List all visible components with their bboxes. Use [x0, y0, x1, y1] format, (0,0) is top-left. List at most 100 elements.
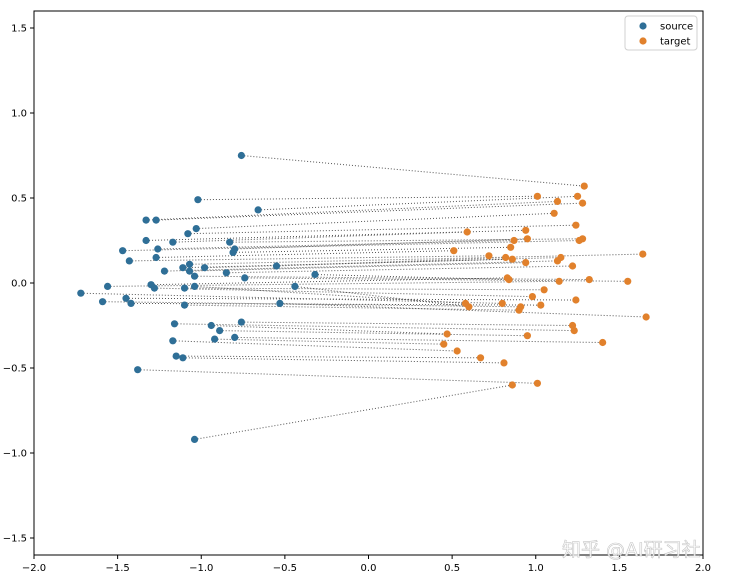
target-point [528, 293, 537, 301]
target-point [568, 262, 577, 270]
target-point [508, 255, 516, 263]
target-point [476, 354, 485, 362]
source-point [119, 247, 127, 255]
target-point [540, 286, 548, 294]
connector-line [233, 246, 511, 253]
connector-line [276, 257, 506, 267]
source-point [134, 366, 142, 374]
target-point [443, 330, 451, 338]
axes-frame [33, 10, 704, 556]
target-point [502, 253, 510, 262]
source-point [231, 333, 239, 341]
connector-line [244, 277, 628, 282]
x-tick-label: 0.0 [361, 563, 377, 574]
target-point [572, 221, 580, 229]
source-point [170, 320, 179, 328]
connector-line [131, 302, 541, 306]
source-point [179, 354, 187, 362]
y-tick-label: 1.0 [11, 109, 27, 120]
source-point [254, 206, 262, 214]
target-point [580, 182, 588, 190]
connector-line [164, 260, 558, 272]
target-point [533, 379, 542, 387]
connector-line [156, 202, 583, 221]
source-point [152, 216, 160, 224]
target-point [523, 235, 531, 243]
connector-line [197, 195, 538, 201]
source-point [77, 289, 85, 297]
target-point [503, 274, 511, 282]
target-point [555, 277, 563, 285]
x-tick-label: −1.5 [105, 563, 129, 574]
connector-line [102, 301, 521, 308]
connector-line [172, 231, 468, 243]
source-point [194, 196, 202, 204]
x-tick-label: 1.0 [528, 563, 544, 574]
source-point [127, 299, 135, 307]
source-point [241, 274, 249, 282]
target-point [485, 252, 493, 260]
target-point [453, 347, 461, 355]
connector-line [279, 302, 647, 318]
connector-line [122, 240, 580, 252]
x-tick-label: 0.5 [444, 563, 460, 574]
source-point [142, 236, 150, 245]
target-point [639, 250, 647, 258]
x-tick-label: −2.0 [22, 563, 46, 574]
connector-line [157, 240, 515, 250]
target-point [553, 257, 562, 265]
source-point [125, 257, 133, 265]
target-point [508, 381, 516, 389]
source-point [179, 264, 187, 272]
connector-line [146, 200, 558, 221]
connector-line [146, 229, 526, 241]
connector-line [189, 262, 526, 272]
source-point [190, 435, 199, 443]
target-point [624, 277, 632, 285]
source-point [185, 267, 194, 275]
source-point [142, 216, 150, 224]
connector-line [194, 384, 513, 440]
source-point [185, 260, 194, 268]
target-point [550, 209, 558, 217]
source-point [98, 298, 107, 306]
connector-line [196, 212, 555, 230]
legend-label-target: target [660, 37, 690, 48]
source-point [152, 253, 160, 262]
y-tick-label: −1.0 [3, 449, 27, 460]
target-point [440, 340, 448, 348]
source-point [169, 238, 177, 246]
source-point [237, 151, 245, 160]
target-point [463, 228, 471, 236]
source-point [190, 272, 199, 280]
x-tick-label: −0.5 [273, 563, 297, 574]
y-tick-label: 0.0 [11, 279, 27, 290]
source-point [229, 248, 237, 256]
connector-line [189, 253, 643, 265]
connector-line [172, 340, 458, 352]
connector-line [234, 238, 528, 250]
target-point [515, 306, 523, 314]
source-point [291, 282, 299, 290]
target-point [450, 247, 458, 255]
target-point [575, 236, 583, 245]
x-tick-label: −1.0 [189, 563, 213, 574]
scatter-points [77, 151, 650, 443]
source-point [103, 282, 112, 290]
source-point [200, 264, 209, 272]
target-point [537, 301, 545, 309]
connector-line [226, 265, 573, 274]
source-point [150, 284, 159, 292]
source-point [222, 269, 230, 277]
target-point [533, 192, 542, 200]
connector-line [214, 338, 444, 345]
source-point [184, 230, 192, 238]
source-point [160, 267, 169, 275]
target-point [522, 226, 530, 234]
source-point [207, 321, 215, 330]
source-point [216, 327, 224, 335]
connector-line [187, 224, 576, 235]
target-point [507, 243, 515, 251]
target-point [570, 327, 578, 335]
y-tick-label: 1.5 [11, 24, 27, 35]
